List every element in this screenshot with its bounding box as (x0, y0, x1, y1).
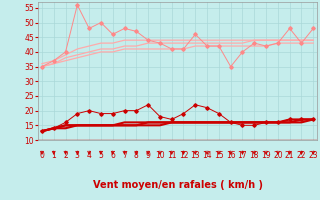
X-axis label: Vent moyen/en rafales ( km/h ): Vent moyen/en rafales ( km/h ) (92, 180, 263, 190)
